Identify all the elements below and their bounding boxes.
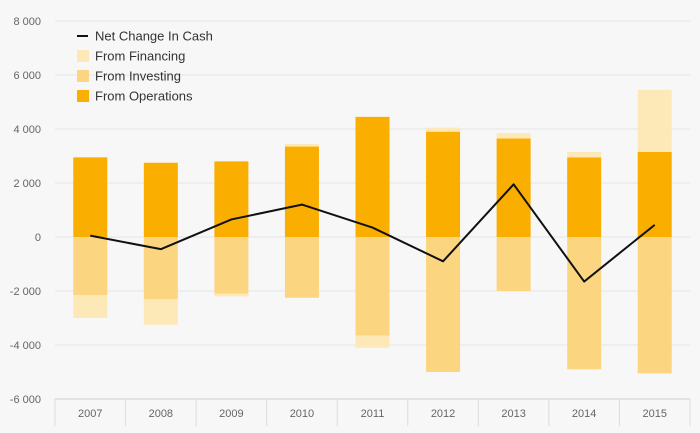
x-tick-label: 2010: [290, 408, 314, 420]
bar-from-investing-2012: [426, 237, 461, 372]
bar-from-operations-2014: [567, 157, 602, 237]
x-tick-label: 2007: [78, 408, 102, 420]
bar-from-operations-2007: [73, 157, 108, 237]
bar-from-financing-2011: [355, 335, 390, 348]
legend-label: From Operations: [95, 89, 193, 104]
legend-label: Net Change In Cash: [95, 29, 213, 44]
bar-from-financing-2012: [426, 127, 461, 132]
y-tick-label: 2 000: [13, 178, 41, 190]
bar-from-investing-2007: [73, 237, 108, 296]
bar-from-operations-2010: [284, 146, 319, 237]
net-change-in-cash-line: [90, 183, 656, 283]
y-tick-label: -4 000: [10, 340, 41, 352]
bar-from-investing-2013: [496, 237, 531, 291]
bar-from-operations-2015: [637, 151, 672, 237]
x-tick-label: 2012: [431, 408, 455, 420]
bar-from-investing-2010: [284, 237, 319, 298]
bar-from-investing-2009: [214, 237, 249, 294]
bar-from-operations-2011: [355, 116, 390, 237]
bar-from-investing-2015: [637, 237, 672, 374]
bar-from-operations-2013: [496, 138, 531, 237]
bar-from-operations-2009: [214, 161, 249, 237]
y-tick-label: 6 000: [13, 70, 41, 82]
x-tick-label: 2013: [501, 408, 525, 420]
bars: [73, 89, 672, 374]
legend-label: From Financing: [95, 49, 185, 64]
x-tick-label: 2011: [361, 408, 385, 420]
bar-from-financing-2014: [567, 151, 602, 158]
bar-from-financing-2009: [214, 293, 249, 297]
x-tick-label: 2014: [572, 408, 596, 420]
bar-from-financing-2015: [637, 89, 672, 152]
net-change-line-layer: [90, 183, 656, 283]
x-tick-label: 2009: [219, 408, 243, 420]
y-tick-label: 0: [35, 232, 41, 244]
axes: -6 000 -4 000 -2 000 0 2 000 4 000 6 000 8 000 2…: [10, 16, 691, 426]
y-tick-label: -6 000: [10, 394, 41, 406]
bar-from-financing-2007: [73, 295, 108, 318]
bar-from-financing-2013: [496, 133, 531, 139]
y-tick-label: 4 000: [13, 124, 41, 136]
bar-from-operations-2008: [143, 162, 178, 237]
y-tick-label: -2 000: [10, 286, 41, 298]
legend-label: From Investing: [95, 69, 181, 84]
legend-swatch: [77, 50, 89, 62]
legend: Net Change In Cash From Financing From Inv…: [77, 29, 213, 104]
x-tick-label: 2008: [149, 408, 173, 420]
legend-swatch: [77, 90, 89, 102]
legend-swatch: [77, 70, 89, 82]
bar-from-investing-2014: [567, 237, 602, 370]
bar-from-financing-2010: [284, 143, 319, 147]
y-tick-label: 8 000: [13, 16, 41, 28]
x-tick-label: 2015: [642, 408, 666, 420]
bar-from-operations-2012: [426, 131, 461, 237]
bar-from-financing-2008: [143, 299, 178, 325]
bar-from-investing-2011: [355, 237, 390, 336]
